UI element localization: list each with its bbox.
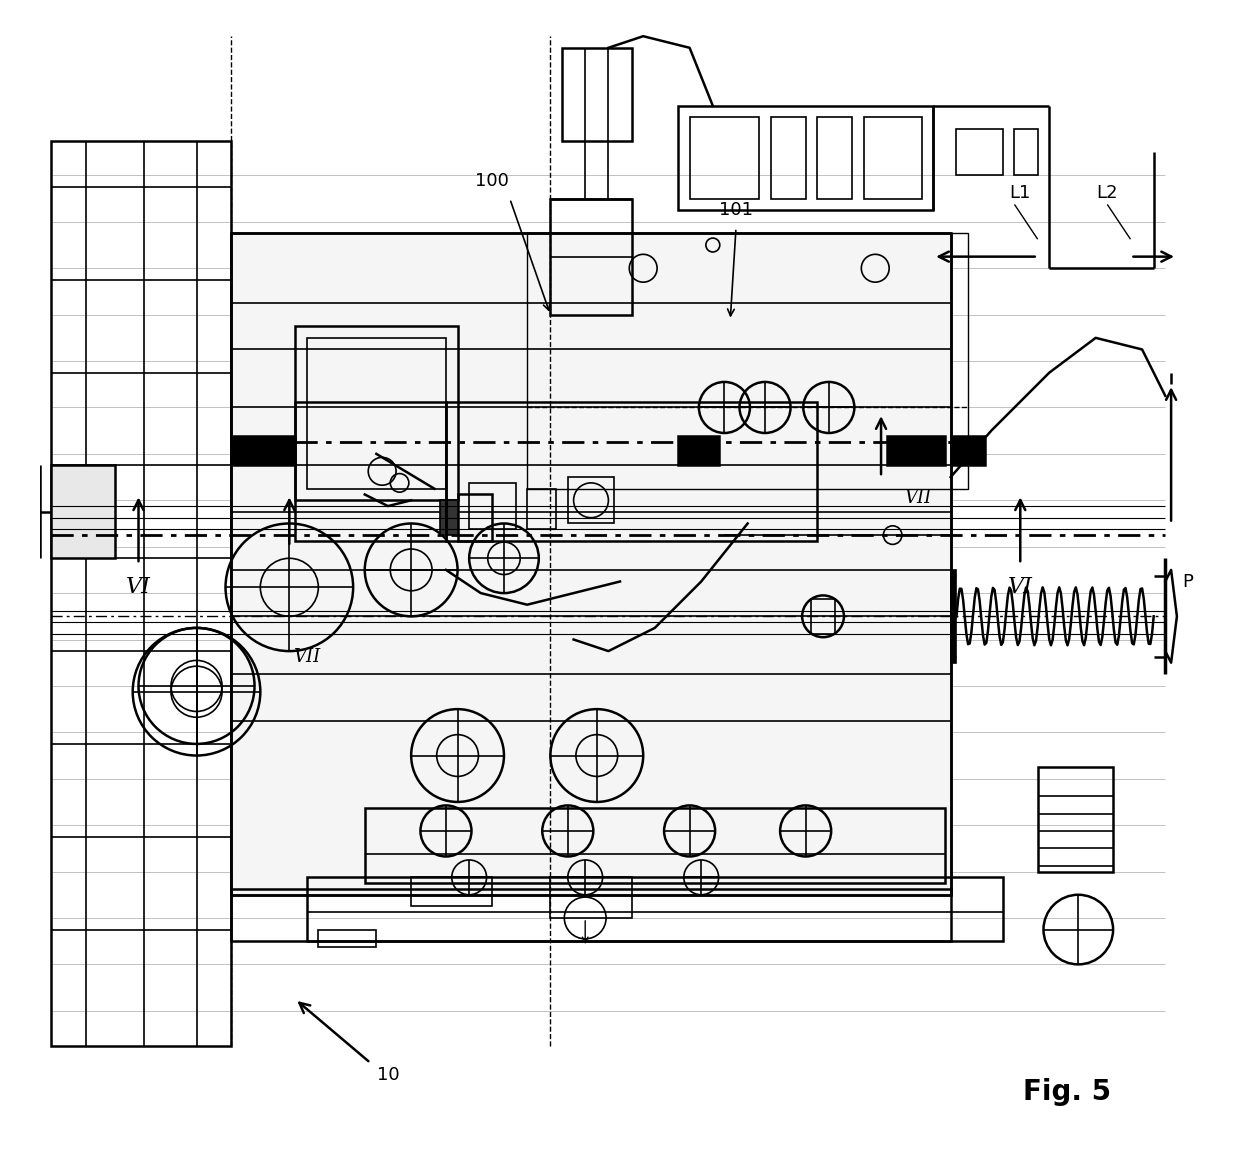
Bar [811,599,835,634]
Text: VI: VI [126,576,151,598]
Bar [527,234,968,488]
Bar [319,929,377,947]
Text: P: P [1183,572,1194,591]
Bar [52,141,232,1046]
Bar [551,877,631,918]
Bar [568,477,614,523]
Text: 10: 10 [377,1065,399,1084]
Text: Fig. 5: Fig. 5 [1023,1078,1111,1106]
Bar [551,199,631,315]
Bar [440,500,458,535]
Bar [689,117,759,199]
Bar [817,117,852,199]
Text: VI: VI [1008,576,1033,598]
Bar [771,117,806,199]
Bar [365,808,945,883]
Bar [458,494,492,541]
Text: VII: VII [904,488,931,507]
Text: 100: 100 [475,172,510,191]
Bar [232,889,951,941]
Bar [951,436,986,465]
Bar [678,106,934,211]
Bar [306,877,1003,941]
Bar [527,488,557,529]
Bar [863,117,921,199]
Bar [295,327,458,500]
Bar [232,234,951,894]
Bar [52,465,115,558]
Bar [1014,129,1038,176]
Bar [412,877,492,906]
Text: L1: L1 [1009,184,1030,202]
Bar [306,338,446,488]
Bar [1038,768,1114,871]
Text: VII: VII [293,648,320,666]
Bar [469,483,516,529]
Bar [232,436,295,465]
Bar [678,436,719,465]
Text: L2: L2 [1096,184,1118,202]
Bar [887,436,945,465]
Bar [562,48,631,141]
Bar [446,401,817,541]
Text: 101: 101 [719,201,753,220]
Bar [951,570,956,663]
Bar [295,401,446,541]
Bar [956,129,1003,176]
